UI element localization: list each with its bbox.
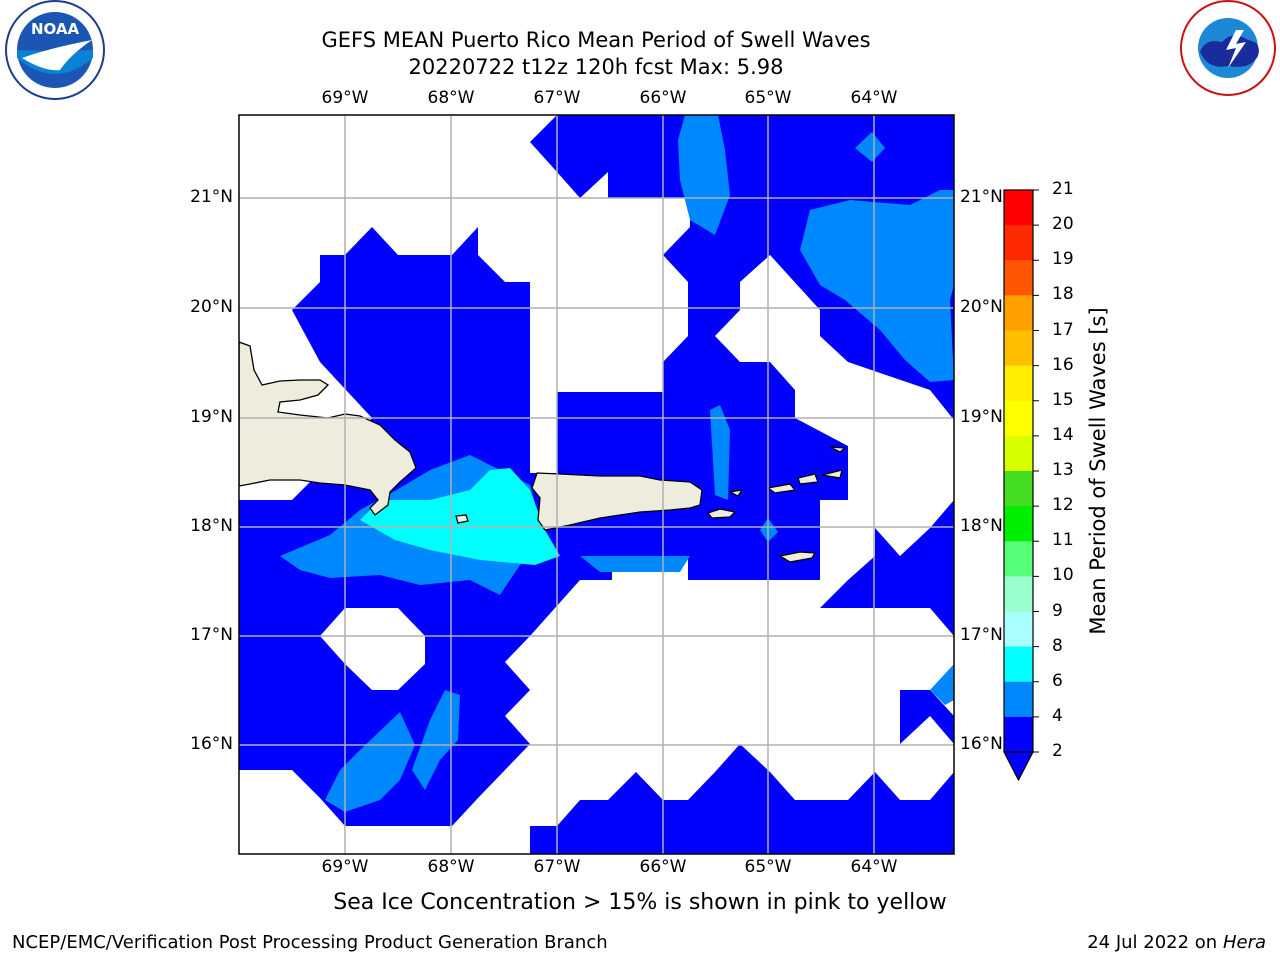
colorbar-tick-label: 21 <box>1052 179 1074 199</box>
st-croix <box>778 551 817 563</box>
colorbar-segment <box>1004 435 1033 472</box>
footer-date: 24 Jul 2022 on Hera <box>1087 932 1266 953</box>
colorbar-tick-label: 17 <box>1052 319 1074 340</box>
colorbar-segment <box>1004 681 1033 718</box>
colorbar-segment <box>1004 225 1033 261</box>
lat-label-right: 16°N <box>960 734 1003 754</box>
lat-label-left: 19°N <box>190 407 233 427</box>
swell-period-field <box>239 115 954 854</box>
colorbar-segment <box>1004 646 1033 683</box>
colorbar-segment <box>1004 716 1033 753</box>
lon-label-bottom: 68°W <box>427 857 475 877</box>
colorbar-segment <box>1004 295 1033 331</box>
colorbar-segment <box>1004 576 1033 612</box>
colorbar <box>1003 189 1039 782</box>
lat-label-left: 21°N <box>190 187 233 207</box>
colorbar-tick-label: 18 <box>1052 284 1074 305</box>
footer-date-text: 24 Jul 2022 on <box>1087 932 1223 953</box>
graticule <box>239 115 954 854</box>
lon-label-bottom: 64°W <box>850 857 898 877</box>
map-subtitle: 20220722 t12z 120h fcst Max: 5.98 <box>408 55 784 79</box>
lat-label-left: 16°N <box>190 734 233 754</box>
map-frame <box>238 114 955 855</box>
colorbar-tick-label: 16 <box>1052 354 1074 375</box>
lon-label-bottom: 69°W <box>321 857 369 877</box>
colorbar-title: Mean Period of Swell Waves [s] <box>1086 307 1110 635</box>
lat-label-left: 20°N <box>190 297 233 317</box>
lat-label-right: 17°N <box>960 625 1003 645</box>
lon-label-top: 66°W <box>639 88 687 108</box>
anguilla <box>829 446 847 453</box>
colorbar-tick-label: 2 <box>1052 741 1063 761</box>
colorbar-segment <box>1004 330 1033 367</box>
colorbar-tick-label: 12 <box>1052 495 1074 516</box>
colorbar-tick-label: 15 <box>1052 389 1074 410</box>
virgin-islands-c <box>797 473 819 485</box>
colorbar-tick-label: 19 <box>1052 249 1074 270</box>
lon-label-bottom: 66°W <box>639 857 687 877</box>
map-title: GEFS MEAN Puerto Rico Mean Period of Swe… <box>321 28 871 52</box>
virgin-islands-d <box>821 469 843 479</box>
mona-island <box>455 514 469 524</box>
lon-label-top: 67°W <box>533 88 581 108</box>
land <box>239 341 847 563</box>
colorbar-tick-label: 6 <box>1052 670 1063 691</box>
puerto-rico <box>531 472 703 531</box>
lon-label-bottom: 67°W <box>533 857 581 877</box>
colorbar-tick-label: 13 <box>1052 460 1074 480</box>
lat-label-left: 17°N <box>190 625 233 645</box>
sea-ice-note: Sea Ice Concentration > 15% is shown in … <box>333 890 947 915</box>
footer-host: Hera <box>1222 932 1266 953</box>
colorbar-extend-arrow <box>1003 751 1034 782</box>
colorbar-segment <box>1004 260 1033 296</box>
lon-label-top: 64°W <box>850 88 898 108</box>
colorbar-tick-label: 10 <box>1052 565 1074 586</box>
lat-label-right: 19°N <box>960 407 1003 427</box>
lon-label-bottom: 65°W <box>744 857 792 877</box>
colorbar-tick-label: 11 <box>1052 530 1074 551</box>
footer-branch: NCEP/EMC/Verification Post Processing Pr… <box>12 932 608 953</box>
colorbar-tick-label: 4 <box>1052 705 1063 726</box>
colorbar-tick-label: 8 <box>1052 635 1063 656</box>
colorbar-segment <box>1004 506 1033 542</box>
hispaniola <box>239 341 417 516</box>
colorbar-segment <box>1004 611 1033 648</box>
colorbar-tick-label: 20 <box>1052 214 1074 235</box>
colorbar-segment <box>1004 400 1033 437</box>
lon-label-top: 65°W <box>744 88 792 108</box>
colorbar-tick-label: 14 <box>1052 424 1074 445</box>
lon-label-top: 69°W <box>321 88 369 108</box>
lat-label-right: 18°N <box>960 516 1003 536</box>
colorbar-segment <box>1004 471 1033 507</box>
colorbar-segment <box>1004 541 1033 577</box>
lat-label-right: 20°N <box>960 297 1003 317</box>
lon-label-top: 68°W <box>427 88 475 108</box>
vieques <box>706 508 737 519</box>
virgin-islands-b <box>766 483 797 494</box>
no-data-areas <box>239 608 425 854</box>
colorbar-segment <box>1004 190 1033 226</box>
virgin-islands-a <box>727 489 744 497</box>
lat-label-right: 21°N <box>960 187 1003 207</box>
lat-label-left: 18°N <box>190 516 233 536</box>
colorbar-tick-label: 9 <box>1052 600 1063 621</box>
colorbar-segment <box>1004 365 1033 402</box>
